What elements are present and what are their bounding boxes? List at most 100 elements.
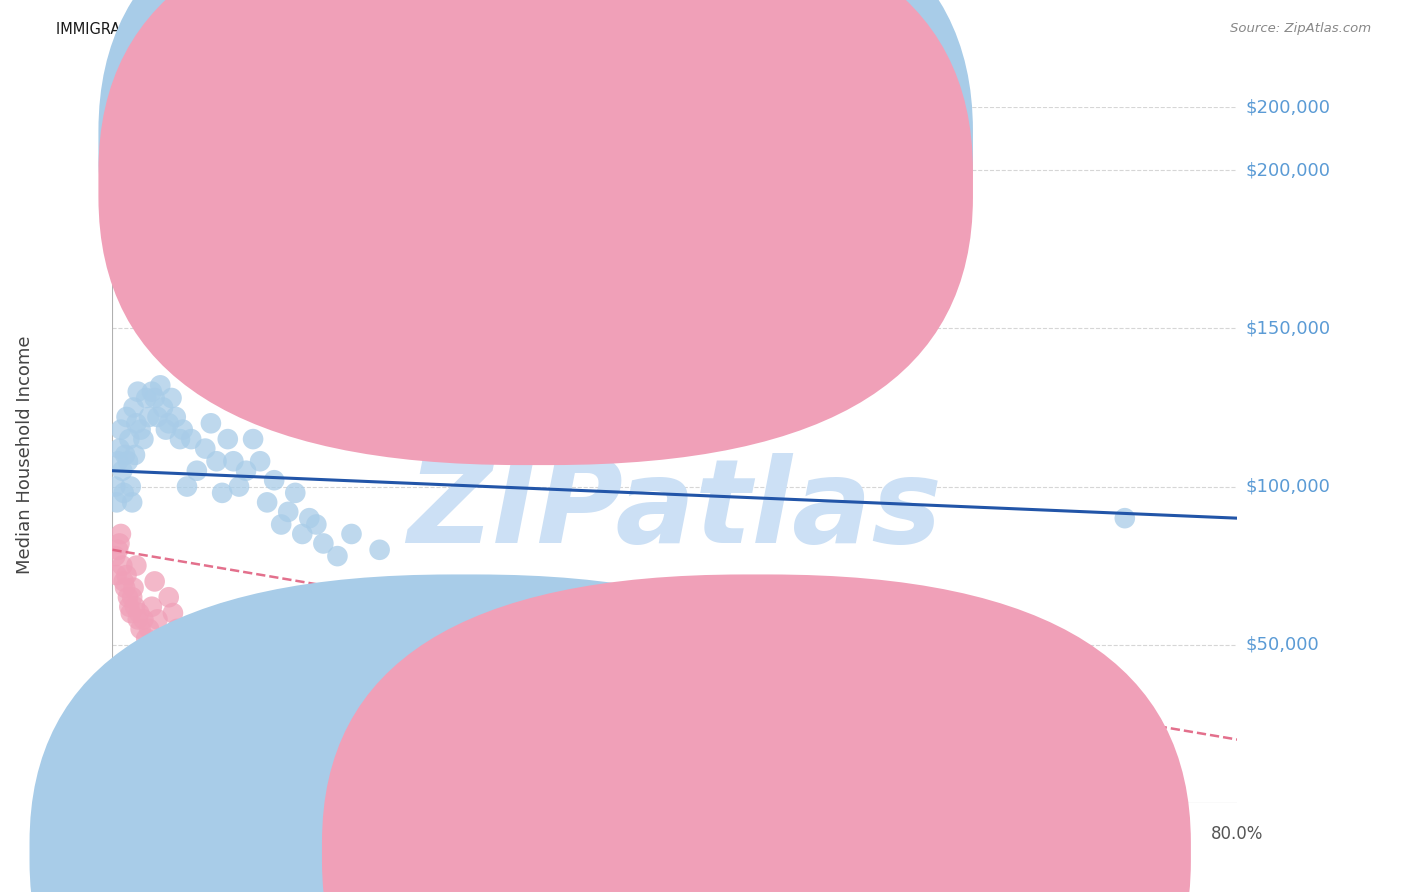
Point [111, 464, 134, 478]
Text: 0.0%: 0.0% [91, 825, 134, 843]
Point [120, 479, 142, 493]
Point [1114, 511, 1136, 525]
Point [162, 606, 184, 620]
Point [111, 558, 134, 573]
Point [214, 606, 236, 620]
Point [112, 574, 135, 589]
Point [165, 409, 187, 424]
Point [249, 454, 271, 468]
Point [110, 423, 132, 437]
Point [135, 632, 157, 646]
Text: $100,000: $100,000 [1246, 477, 1330, 496]
Point [104, 479, 127, 493]
Text: IMMIGRANTS FROM PHILIPPINES VS IMMIGRANTS FROM MICRONESIA MEDIAN HOUSEHOLD INCOM: IMMIGRANTS FROM PHILIPPINES VS IMMIGRANT… [56, 22, 942, 37]
Point [155, 423, 177, 437]
Point [121, 495, 143, 509]
Text: Immigrants from Philippines: Immigrants from Philippines [485, 842, 720, 860]
Point [277, 505, 299, 519]
Text: ZIPatlas: ZIPatlas [408, 453, 942, 568]
Point [125, 417, 148, 431]
Point [150, 632, 173, 646]
Point [242, 432, 264, 446]
Point [122, 581, 145, 595]
Point [180, 432, 202, 446]
Point [256, 495, 278, 509]
Point [326, 549, 349, 563]
Point [115, 568, 138, 582]
Point [193, 622, 215, 636]
Point [298, 511, 321, 525]
Text: $200,000: $200,000 [1246, 161, 1330, 179]
Point [368, 542, 391, 557]
Point [117, 591, 139, 605]
Point [217, 432, 239, 446]
Text: R = -0.108: R = -0.108 [562, 133, 651, 151]
Point [200, 417, 222, 431]
Point [270, 517, 292, 532]
Point [284, 486, 307, 500]
Point [160, 391, 183, 405]
Point [152, 401, 174, 415]
Point [105, 568, 128, 582]
Point [105, 495, 128, 509]
Point [221, 644, 243, 658]
Point [117, 454, 139, 468]
Text: Median Household Income: Median Household Income [17, 335, 34, 574]
Point [211, 486, 233, 500]
Point [149, 378, 172, 392]
Point [207, 612, 229, 626]
Point [129, 622, 152, 636]
Text: $50,000: $50,000 [1246, 636, 1319, 654]
Point [107, 454, 129, 468]
Point [291, 527, 314, 541]
Point [205, 454, 228, 468]
Point [141, 384, 163, 399]
Point [176, 479, 198, 493]
Point [593, 599, 616, 614]
Point [157, 591, 180, 605]
Point [114, 448, 136, 462]
Point [104, 549, 127, 563]
Point [155, 644, 177, 658]
Point [143, 391, 166, 405]
Point [312, 536, 335, 550]
Text: Immigrants from Micronesia: Immigrants from Micronesia [778, 842, 1011, 860]
Point [118, 432, 141, 446]
Point [125, 558, 148, 573]
Text: R = -0.186: R = -0.186 [562, 173, 651, 191]
Text: $200,000: $200,000 [1246, 98, 1330, 116]
Point [157, 417, 180, 431]
Point [138, 622, 160, 636]
Point [169, 432, 191, 446]
Point [120, 606, 142, 620]
Point [263, 473, 285, 487]
Point [593, 622, 616, 636]
Point [228, 479, 250, 493]
Point [118, 599, 141, 614]
Point [179, 632, 201, 646]
Point [115, 409, 138, 424]
Point [235, 653, 257, 667]
Point [143, 574, 166, 589]
Point [124, 599, 146, 614]
Point [141, 599, 163, 614]
Point [186, 653, 208, 667]
Point [112, 486, 135, 500]
Text: N = 41: N = 41 [654, 173, 711, 191]
Point [121, 591, 143, 605]
Point [138, 409, 160, 424]
Point [172, 638, 194, 652]
Point [146, 409, 169, 424]
Point [340, 527, 363, 541]
Point [132, 612, 155, 626]
Point [200, 638, 222, 652]
Point [146, 612, 169, 626]
Point [190, 296, 212, 310]
Point [127, 612, 149, 626]
Text: N = 60: N = 60 [654, 133, 711, 151]
Text: $150,000: $150,000 [1246, 319, 1331, 337]
Text: Source: ZipAtlas.com: Source: ZipAtlas.com [1230, 22, 1371, 36]
Point [108, 442, 131, 456]
Point [222, 454, 245, 468]
Point [172, 423, 194, 437]
